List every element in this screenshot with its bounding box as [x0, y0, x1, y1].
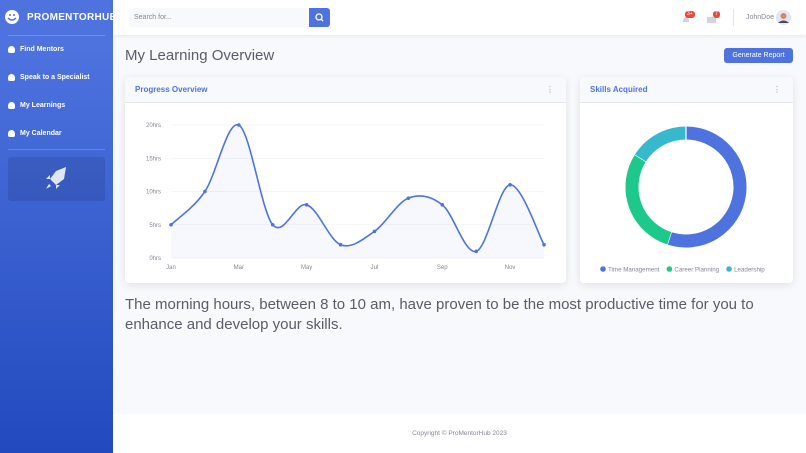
x-tick-label: May	[301, 265, 312, 271]
alerts-badge: 3+	[685, 11, 695, 18]
donut-chart: Time Management Career Planning Leadership	[600, 125, 765, 274]
search-button[interactable]	[309, 8, 330, 27]
bell-icon	[683, 17, 689, 22]
line-point	[372, 229, 377, 234]
donut-segment	[625, 154, 672, 245]
page-title: My Learning Overview	[125, 47, 275, 64]
legend-swatch	[666, 266, 673, 272]
menu-label: My Calendar	[20, 130, 62, 137]
donut-segment	[634, 126, 687, 162]
skills-card: Skills Acquired ⋮ Time Management Career P…	[580, 77, 793, 283]
menu-item[interactable]: My Learnings	[8, 102, 65, 109]
y-tick-label: 10hrs	[146, 190, 161, 196]
search-input[interactable]: Search for...	[129, 8, 309, 27]
menu-label: My Learnings	[20, 102, 66, 109]
menu-label: Find Mentors	[20, 46, 64, 53]
y-tick-label: 0hrs	[149, 256, 161, 262]
search-icon	[315, 13, 324, 22]
x-tick-label: Jan	[166, 265, 176, 271]
promo-box	[8, 157, 105, 201]
sidebar: PROMENTORHUB Find Mentors Speak to a Spe…	[0, 0, 117, 453]
messages[interactable]: 7	[707, 11, 720, 30]
divider	[8, 149, 105, 150]
line-point	[440, 203, 445, 207]
generate-report-button[interactable]: Generate Report	[724, 48, 793, 63]
brand-icon	[5, 10, 19, 24]
topbar: Search for... 3+ 7 JohnDoe	[113, 0, 806, 35]
divider	[733, 9, 734, 26]
avatar[interactable]	[776, 10, 791, 25]
legend-label: Career Planning	[674, 267, 719, 274]
menu-item[interactable]: My Calendar	[8, 130, 62, 137]
x-tick-label: Jul	[371, 265, 379, 271]
card-title: Progress Overview	[135, 85, 208, 94]
messages-badge: 7	[713, 11, 720, 18]
line-point	[474, 249, 478, 254]
legend-swatch	[726, 266, 732, 272]
segment-gap	[666, 230, 673, 247]
button-label: Generate Report	[732, 52, 785, 59]
alerts[interactable]: 3+	[681, 11, 695, 30]
card-header: Skills Acquired ⋮	[580, 77, 793, 103]
card-menu[interactable]: ⋮	[546, 85, 554, 94]
y-tick-label: 20hrs	[146, 123, 161, 129]
line-point	[270, 222, 275, 227]
line-point	[508, 183, 512, 187]
line-area	[171, 124, 544, 258]
insight-text: The morning hours, between 8 to 10 am, h…	[125, 296, 754, 333]
line	[170, 124, 545, 253]
footer-text: Copyright © ProMentorHub 2023	[412, 430, 507, 437]
brand: PROMENTORHUB	[27, 12, 118, 23]
menu-label: Speak to a Specialist	[20, 74, 90, 81]
card-title: Skills Acquired	[590, 85, 648, 94]
legend-label: Leadership	[734, 267, 765, 274]
footer: Copyright © ProMentorHub 2023	[113, 414, 806, 453]
legend-swatch	[600, 266, 606, 272]
line-point	[406, 196, 411, 200]
line-point	[203, 189, 207, 194]
progress-card: Progress Overview ⋮ 0hrs 5hrs 10hrs 15hrs 20h…	[125, 77, 566, 283]
line-point	[304, 203, 309, 207]
menu-item[interactable]: Find Mentors	[8, 46, 64, 53]
legend-label: Time Management	[608, 267, 660, 274]
divider	[8, 35, 105, 36]
menu-item[interactable]: Speak to a Specialist	[8, 74, 90, 81]
card-header: Progress Overview ⋮	[125, 77, 566, 103]
y-tick-label: 5hrs	[149, 223, 161, 229]
line-point	[237, 123, 241, 127]
envelope-icon	[707, 17, 716, 23]
line-point	[169, 222, 173, 227]
x-tick-label: Nov	[505, 265, 516, 271]
line-point	[338, 242, 343, 247]
x-tick-label: Sep	[437, 265, 448, 271]
user-name[interactable]: JohnDoe	[746, 14, 775, 21]
y-tick-label: 15hrs	[146, 156, 161, 162]
line-chart: 0hrs 5hrs 10hrs 15hrs 20hrs Jan Mar May Jul Sep No…	[146, 123, 546, 271]
card-menu[interactable]: ⋮	[773, 85, 781, 94]
line-point	[542, 242, 546, 247]
rocket-icon	[46, 167, 66, 189]
donut-segment	[667, 126, 747, 248]
x-tick-label: Mar	[234, 265, 244, 271]
